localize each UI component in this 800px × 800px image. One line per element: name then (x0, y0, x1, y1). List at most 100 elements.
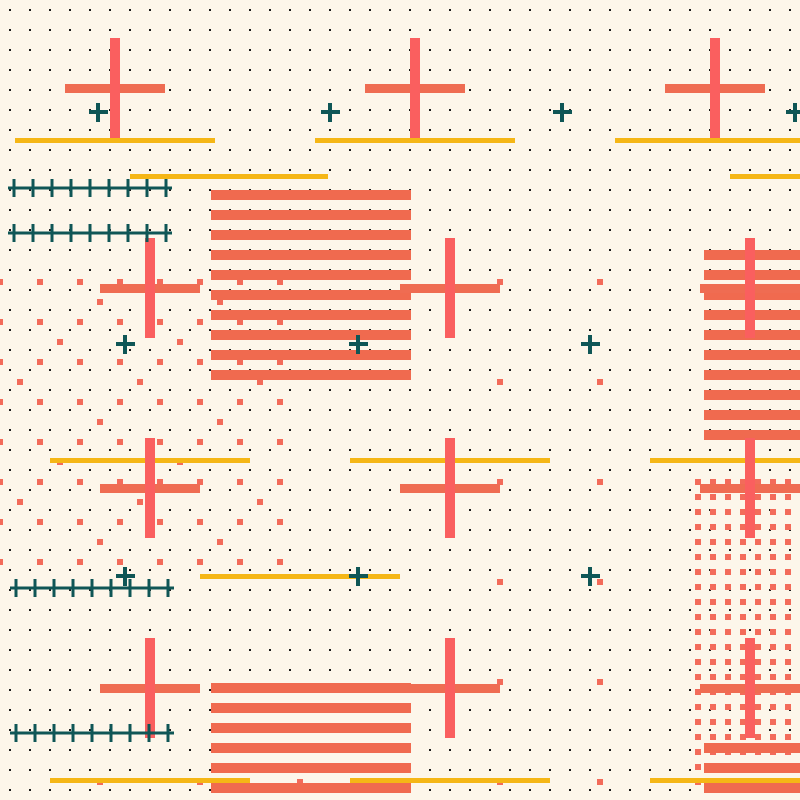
grid-dot (29, 609, 31, 611)
grid-dot (29, 9, 31, 11)
grid-dot (629, 469, 631, 471)
grid-dot (469, 149, 471, 151)
scatter-square (695, 689, 701, 695)
grid-dot (609, 629, 611, 631)
grid-dot (9, 549, 11, 551)
scatter-square (97, 539, 103, 545)
grid-dot (689, 489, 691, 491)
grid-dot (289, 569, 291, 571)
grid-dot (109, 349, 111, 351)
grid-dot (249, 549, 251, 551)
grid-dot (129, 109, 131, 111)
grid-dot (649, 609, 651, 611)
cross-bar (745, 438, 755, 538)
grid-dot (689, 149, 691, 151)
grid-dot (209, 89, 211, 91)
striped-block (704, 350, 800, 360)
grid-dot (529, 609, 531, 611)
grid-dot (189, 229, 191, 231)
grid-dot (249, 409, 251, 411)
grid-dot (289, 29, 291, 31)
grid-dot (769, 169, 771, 171)
grid-dot (569, 349, 571, 351)
grid-dot (549, 269, 551, 271)
grid-dot (9, 169, 11, 171)
grid-dot (669, 29, 671, 31)
scatter-square (217, 299, 223, 305)
scatter-square (197, 519, 203, 525)
grid-dot (129, 189, 131, 191)
grid-dot (449, 749, 451, 751)
grid-dot (129, 69, 131, 71)
grid-dot (49, 269, 51, 271)
grid-dot (609, 329, 611, 331)
grid-dot (269, 549, 271, 551)
grid-dot (549, 369, 551, 371)
grid-dot (529, 389, 531, 391)
grid-dot (109, 169, 111, 171)
grid-dot (549, 769, 551, 771)
grid-dot (69, 489, 71, 491)
grid-dot (649, 149, 651, 151)
grid-dot (529, 69, 531, 71)
scatter-square (695, 599, 701, 605)
grid-dot (469, 449, 471, 451)
grid-dot (489, 369, 491, 371)
grid-dot (109, 469, 111, 471)
grid-dot (529, 429, 531, 431)
grid-dot (789, 549, 791, 551)
grid-dot (349, 49, 351, 51)
scatter-square (740, 524, 746, 530)
teal-chain-tick (31, 179, 35, 197)
grid-dot (249, 609, 251, 611)
scatter-square (237, 319, 243, 325)
grid-dot (409, 589, 411, 591)
grid-dot (129, 669, 131, 671)
grid-dot (309, 89, 311, 91)
grid-dot (329, 169, 331, 171)
grid-dot (469, 609, 471, 611)
scatter-square (740, 659, 746, 665)
grid-dot (49, 709, 51, 711)
grid-dot (569, 689, 571, 691)
grid-dot (689, 29, 691, 31)
grid-dot (469, 769, 471, 771)
grid-dot (489, 529, 491, 531)
striped-block (211, 743, 411, 753)
teal-chain-tick (126, 179, 130, 197)
scatter-square (117, 319, 123, 325)
grid-dot (489, 129, 491, 131)
grid-dot (569, 89, 571, 91)
grid-dot (89, 689, 91, 691)
grid-dot (89, 549, 91, 551)
grid-dot (469, 549, 471, 551)
grid-dot (189, 29, 191, 31)
grid-dot (69, 369, 71, 371)
grid-dot (509, 169, 511, 171)
striped-block (211, 190, 411, 200)
grid-dot (469, 749, 471, 751)
teal-plus (356, 335, 360, 354)
scatter-square (695, 644, 701, 650)
grid-dot (609, 589, 611, 591)
grid-dot (569, 769, 571, 771)
scatter-square (37, 319, 43, 325)
grid-dot (369, 169, 371, 171)
grid-dot (29, 229, 31, 231)
grid-dot (109, 629, 111, 631)
scatter-square (297, 779, 303, 785)
grid-dot (529, 449, 531, 451)
grid-dot (169, 589, 171, 591)
grid-dot (589, 529, 591, 531)
grid-dot (609, 429, 611, 431)
teal-chain-tick (90, 724, 94, 742)
grid-dot (69, 669, 71, 671)
scatter-square (755, 674, 761, 680)
grid-dot (609, 609, 611, 611)
grid-dot (149, 429, 151, 431)
grid-dot (729, 149, 731, 151)
grid-dot (109, 429, 111, 431)
grid-dot (329, 549, 331, 551)
scatter-square (37, 559, 43, 565)
grid-dot (749, 569, 751, 571)
